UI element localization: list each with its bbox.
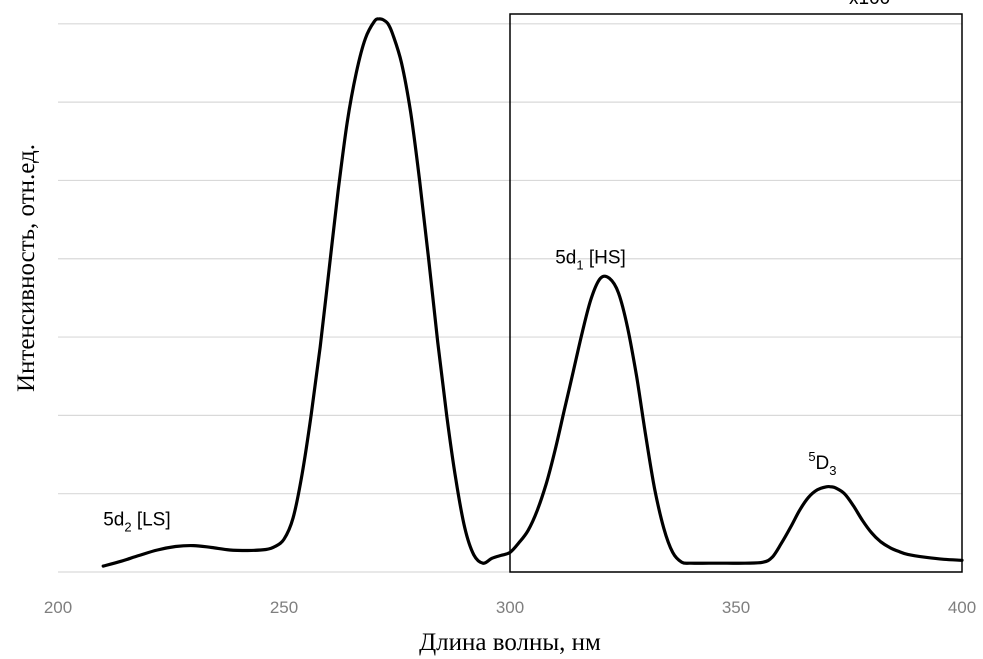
y-axis-title: Интенсивность, отн.ед. bbox=[13, 144, 40, 392]
annotation-base: 5d bbox=[103, 510, 124, 531]
peak-annotations: 5d2 [LS]5d1 [LS]5d1 [HS]5D3x100 bbox=[103, 0, 890, 535]
annotation-4: x100 bbox=[849, 0, 890, 9]
annotation-base: x100 bbox=[849, 0, 890, 9]
x100-inset-box bbox=[509, 13, 963, 573]
annotation-3: 5D3 bbox=[808, 449, 836, 478]
annotation-sup: 5 bbox=[808, 449, 815, 464]
x-tick-labels: 200 250 300 350 400 bbox=[44, 598, 976, 617]
annotation-tail: [HS] bbox=[584, 248, 626, 269]
spectrum-line bbox=[101, 17, 964, 568]
annotation-0: 5d2 [LS] bbox=[103, 510, 170, 535]
annotation-base: 5d bbox=[555, 248, 576, 269]
x-tick-350: 350 bbox=[722, 598, 750, 617]
x-tick-200: 200 bbox=[44, 598, 72, 617]
annotation-base: D bbox=[816, 453, 830, 474]
x-tick-300: 300 bbox=[496, 598, 524, 617]
x-tick-400: 400 bbox=[948, 598, 976, 617]
annotation-sub: 2 bbox=[124, 520, 131, 535]
annotation-2: 5d1 [HS] bbox=[555, 248, 626, 273]
x-tick-250: 250 bbox=[270, 598, 298, 617]
annotation-sub: 3 bbox=[829, 463, 836, 478]
x-axis-title: Длина волны, нм bbox=[419, 629, 601, 656]
annotation-sub: 1 bbox=[576, 258, 583, 273]
annotation-tail: [LS] bbox=[132, 510, 171, 531]
